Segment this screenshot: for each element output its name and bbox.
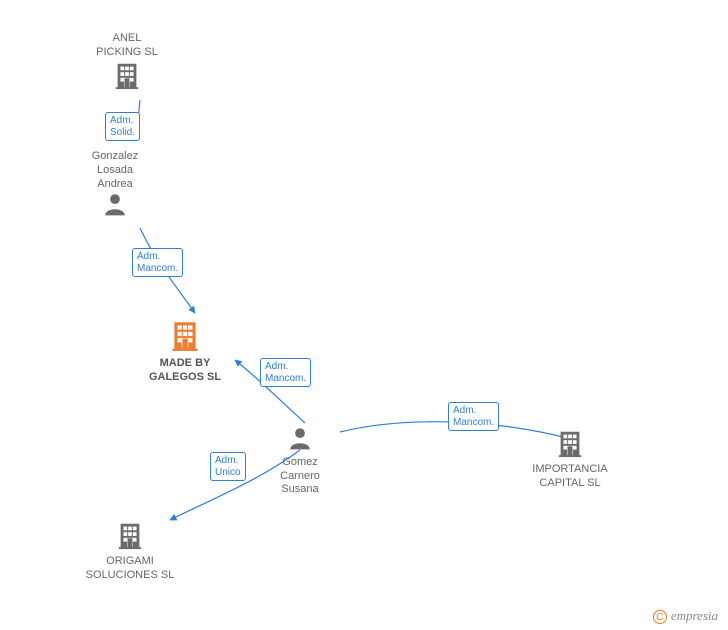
node-made_by[interactable]: MADE BY GALEGOS SL xyxy=(125,318,245,384)
person-icon xyxy=(287,425,313,451)
edge-label-gomez-importancia: Adm. Mancom. xyxy=(448,402,499,431)
node-label: Gonzalez Losada Andrea xyxy=(55,150,175,191)
edge-label-gonzalez-made_by: Adm. Mancom. xyxy=(132,248,183,277)
watermark: Cempresia xyxy=(653,608,718,625)
node-gomez[interactable]: Gomez Carnero Susana xyxy=(240,425,360,497)
node-label: ANEL PICKING SL xyxy=(67,32,187,60)
edge-label-anel-gonzalez: Adm. Solid. xyxy=(105,112,140,141)
building-icon xyxy=(168,318,202,352)
edge-label-gomez-origami: Adm. Unico xyxy=(210,452,246,481)
building-icon xyxy=(115,520,145,550)
node-label: MADE BY GALEGOS SL xyxy=(125,357,245,385)
copyright-icon: C xyxy=(653,610,667,624)
node-anel[interactable]: ANEL PICKING SL xyxy=(67,32,187,94)
node-gonzalez[interactable]: Gonzalez Losada Andrea xyxy=(55,150,175,222)
building-icon xyxy=(555,428,585,458)
node-label: Gomez Carnero Susana xyxy=(240,456,360,497)
building-icon xyxy=(112,60,142,90)
watermark-text: empresia xyxy=(671,608,718,623)
node-importancia[interactable]: IMPORTANCIA CAPITAL SL xyxy=(510,428,630,490)
person-icon xyxy=(102,191,128,217)
edge-label-gomez-made_by: Adm. Mancom. xyxy=(260,358,311,387)
node-label: ORIGAMI SOLUCIONES SL xyxy=(70,555,190,583)
node-origami[interactable]: ORIGAMI SOLUCIONES SL xyxy=(70,520,190,582)
diagram-stage: ANEL PICKING SL Gonzalez Losada Andrea M… xyxy=(0,0,728,630)
node-label: IMPORTANCIA CAPITAL SL xyxy=(510,463,630,491)
